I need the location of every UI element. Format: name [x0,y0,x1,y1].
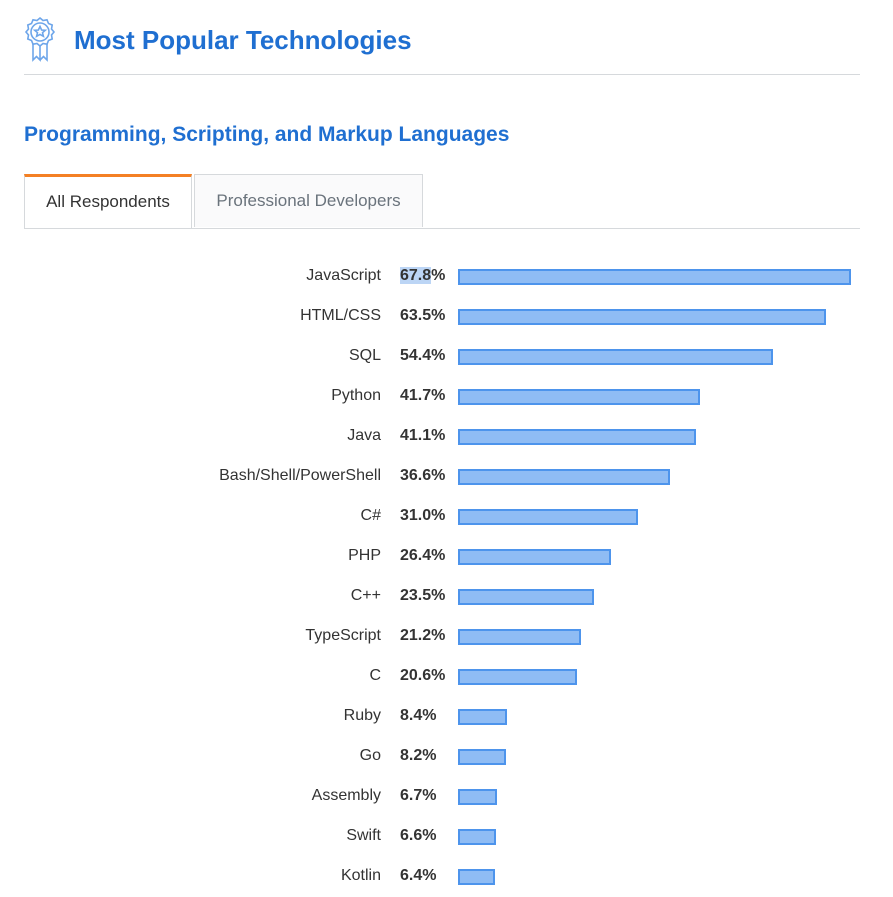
category-label: Kotlin [340,867,381,884]
bar [458,269,851,285]
category-label: SQL [348,347,381,364]
page-title: Most Popular Technologies [74,25,412,55]
bar [458,629,581,645]
chart-row: C# 31.0% [0,497,893,537]
category-label: Swift [346,827,381,844]
chart-row: Swift 6.6% [0,817,893,857]
category-label: JavaScript [306,267,381,284]
value-label: 26.4% [400,547,446,564]
bar [458,589,594,605]
category-label: C++ [350,587,381,604]
bar [458,829,496,845]
award-badge-icon [24,16,56,62]
category-label: C# [360,507,381,524]
value-label: 8.4% [400,707,437,724]
chart-row: HTML/CSS 63.5% [0,297,893,337]
chart-row: TypeScript 21.2% [0,617,893,657]
bar [458,469,670,485]
category-label: C [369,667,381,684]
chart-row: JavaScript 67.8% [0,257,893,297]
category-label: Ruby [343,707,381,724]
value-label: 63.5% [400,307,446,324]
value-label: 36.6% [400,467,446,484]
value-label: 20.6% [400,667,446,684]
chart-row: C++ 23.5% [0,577,893,617]
chart-row: Ruby 8.4% [0,697,893,737]
value-label: 8.2% [400,747,437,764]
chart-row: SQL 54.4% [0,337,893,377]
category-label: PHP [348,547,381,564]
tab-professional-developers[interactable]: Professional Developers [194,174,423,227]
bar [458,549,611,565]
value-label: 6.7% [400,787,437,804]
chart-row: Java 41.1% [0,417,893,457]
chart-row: Kotlin 6.4% [0,857,893,897]
tab-all-respondents[interactable]: All Respondents [24,174,192,228]
bar [458,429,696,445]
value-label: 6.4% [400,867,437,884]
value-label: 23.5% [400,587,446,604]
value-label: 31.0% [400,507,446,524]
bar [458,309,826,325]
category-label: Java [347,427,381,444]
chart-row: Assembly 6.7% [0,777,893,817]
category-label: HTML/CSS [300,307,381,324]
bar [458,389,700,405]
bar [458,869,495,885]
bar [458,789,497,805]
bar [458,669,577,685]
languages-bar-chart: JavaScript 67.8% HTML/CSS 63.5% SQL 54.4% Pyth… [0,257,893,893]
value-label: 21.2% [400,627,446,644]
bar [458,509,638,525]
value-label: 54.4% [400,347,446,364]
selection-highlight: 67.8 [400,267,432,284]
value-label: 41.1% [400,427,446,444]
chart-row: Python 41.7% [0,377,893,417]
page-header: Most Popular Technologies [24,14,860,75]
value-label: 41.7% [400,387,446,404]
category-label: TypeScript [305,627,381,644]
value-label: 67.8% [400,267,446,284]
chart-row: Go 8.2% [0,737,893,777]
category-label: Go [359,747,381,764]
chart-row: C 20.6% [0,657,893,697]
chart-row: PHP 26.4% [0,537,893,577]
category-label: Python [331,387,381,404]
bar [458,349,773,365]
bar [458,709,507,725]
category-label: Bash/Shell/PowerShell [219,467,381,484]
category-label: Assembly [311,787,381,804]
value-label: 6.6% [400,827,437,844]
section-title: Programming, Scripting, and Markup Langu… [24,123,510,146]
bar [458,749,506,765]
tab-bar: All Respondents Professional Developers [24,174,860,229]
chart-row: Bash/Shell/PowerShell 36.6% [0,457,893,497]
